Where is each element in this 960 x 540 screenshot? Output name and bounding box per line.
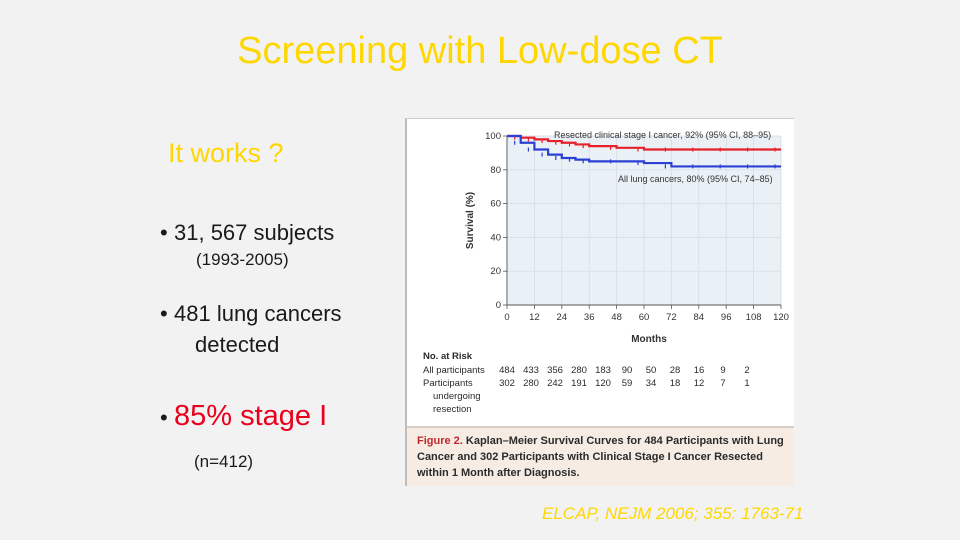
risk-row-label: resection	[433, 404, 472, 415]
x-tick-label: 60	[639, 312, 650, 323]
risk-value: 28	[669, 365, 681, 376]
risk-value: 59	[621, 378, 633, 389]
risk-row: resection	[423, 404, 793, 417]
bullet-stage-one: • 85% stage I	[160, 400, 327, 433]
bullet-text: 31, 567 subjects	[174, 220, 335, 245]
x-tick-label: 120	[773, 312, 789, 323]
slide-title: Screening with Low-dose CT	[237, 30, 723, 72]
risk-value: 242	[547, 378, 563, 389]
risk-value: 18	[669, 378, 681, 389]
y-tick-label: 80	[490, 165, 501, 176]
bullet-subjects-years: (1993-2005)	[196, 250, 289, 269]
series-label-resected: Resected clinical stage I cancer, 92% (9…	[554, 130, 771, 140]
x-tick-label: 72	[666, 312, 677, 323]
risk-header: No. at Risk	[423, 351, 473, 362]
series-line-1	[507, 134, 781, 168]
x-tick-label: 96	[721, 312, 732, 323]
risk-value: 16	[693, 365, 705, 376]
x-tick-label: 36	[584, 312, 595, 323]
caption-line-3: within 1 Month after Diagnosis.	[417, 467, 580, 479]
risk-value: 302	[499, 378, 515, 389]
risk-value: 2	[744, 365, 750, 376]
km-figure: 0 12 24 36 48 60 72 84 96 108 120 0 20 40 60 80 100 Month…	[405, 118, 794, 486]
risk-value: 280	[523, 378, 539, 389]
risk-value: 120	[595, 378, 611, 389]
y-tick-label: 100	[485, 131, 501, 142]
y-tick-label: 20	[490, 266, 501, 277]
risk-table: No. at Risk All participants 484 433 356 280…	[423, 351, 793, 417]
risk-value: 356	[547, 365, 563, 376]
risk-row: Participants 302 280 242 191 120 59 34 18 12 7 1	[423, 378, 793, 391]
risk-row-label: Participants	[423, 378, 473, 389]
x-tick-label: 0	[504, 312, 509, 323]
caption-line-2: Cancer and 302 Participants with Clinica…	[417, 451, 764, 463]
risk-value: 484	[499, 365, 515, 376]
bullet-lung-cancers-detected: detected	[195, 332, 280, 357]
y-tick-label: 40	[490, 232, 501, 243]
risk-value: 90	[621, 365, 633, 376]
x-tick-label: 108	[746, 312, 762, 323]
risk-value: 12	[693, 378, 705, 389]
km-chart: 0 12 24 36 48 60 72 84 96 108 120 0 20 40 60 80 100 Month…	[465, 130, 789, 345]
series-label-all: All lung cancers, 80% (95% CI, 74–85)	[618, 174, 773, 184]
citation: ELCAP, NEJM 2006; 355: 1763-71	[542, 504, 804, 523]
x-tick-label: 12	[529, 312, 540, 323]
risk-row: undergoing	[423, 391, 793, 404]
risk-value: 433	[523, 365, 539, 376]
bullet-text: 481 lung cancers	[174, 301, 342, 326]
bullet-text: 85% stage I	[174, 400, 328, 432]
bullet-stage-one-count: (n=412)	[194, 452, 254, 471]
risk-row-label: undergoing	[433, 391, 481, 402]
risk-row: All participants 484 433 356 280 183 90 50 28 16 9…	[423, 365, 793, 378]
risk-value: 183	[595, 365, 611, 376]
x-tick-label: 24	[557, 312, 568, 323]
bullet-dot: •	[160, 220, 168, 245]
bullet-dot: •	[160, 301, 168, 326]
bullet-subjects: • 31, 567 subjects	[160, 220, 334, 246]
risk-value: 191	[571, 378, 587, 389]
slide-subtitle: It works ?	[168, 138, 284, 168]
figure-caption: Figure 2. Kaplan–Meier Survival Curves f…	[407, 426, 794, 486]
bullet-lung-cancers: • 481 lung cancers	[160, 301, 342, 327]
risk-value: 1	[744, 378, 750, 389]
y-tick-label: 0	[496, 300, 501, 311]
y-tick-label: 60	[490, 199, 501, 210]
risk-value: 9	[720, 365, 726, 376]
risk-value: 280	[571, 365, 587, 376]
caption-prefix: Figure 2.	[417, 435, 463, 447]
bullet-dot: •	[160, 405, 168, 430]
x-tick-label: 48	[611, 312, 622, 323]
risk-value: 50	[645, 365, 657, 376]
x-axis-label: Months	[631, 334, 667, 345]
risk-value: 34	[645, 378, 657, 389]
series-line-0	[507, 134, 781, 151]
risk-value: 7	[720, 378, 726, 389]
y-axis-label: Survival (%)	[465, 192, 476, 249]
caption-line-1: Kaplan–Meier Survival Curves for 484 Par…	[462, 435, 784, 447]
x-tick-label: 84	[694, 312, 705, 323]
risk-row-label: All participants	[423, 365, 485, 376]
